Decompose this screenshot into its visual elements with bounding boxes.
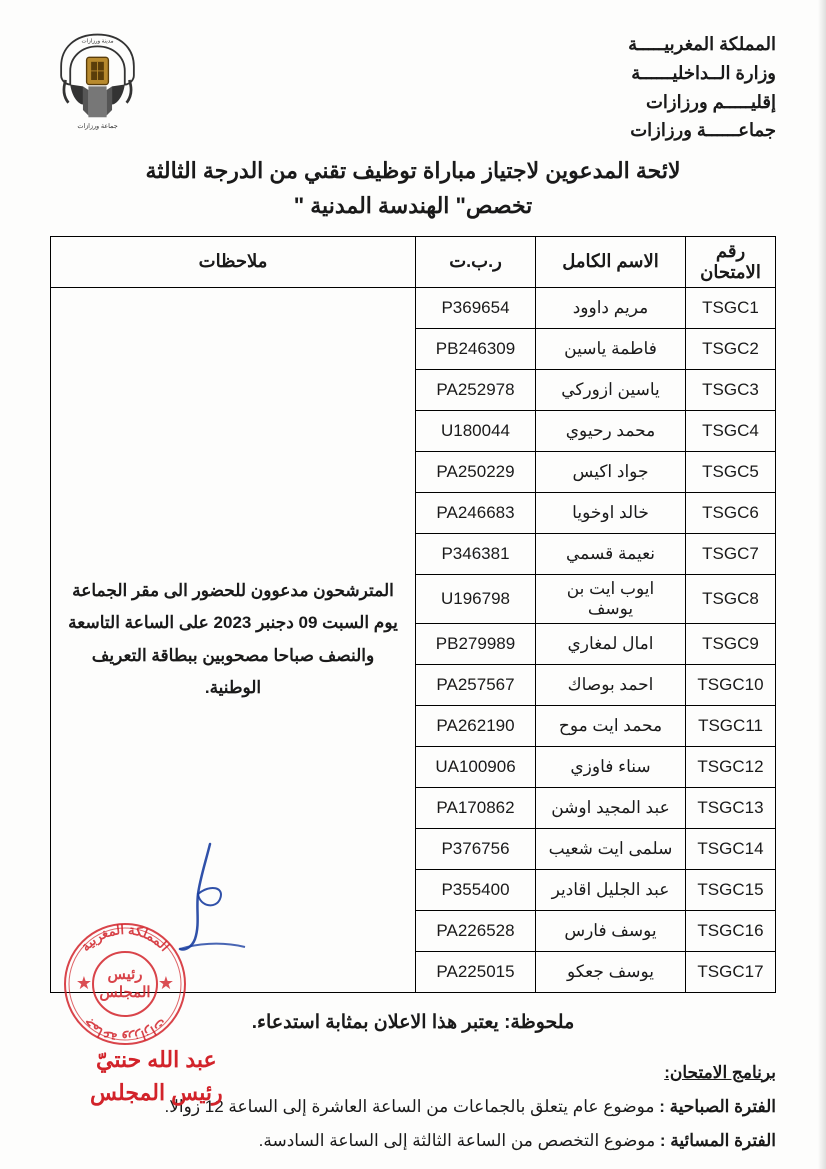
cell-full-name: امال لمغاري [536, 623, 686, 664]
cell-id-card: PA226528 [416, 910, 536, 951]
cell-full-name: ايوب ايت بن يوسف [536, 574, 686, 623]
cell-full-name: عبد المجيد اوشن [536, 787, 686, 828]
logo-top-text: مدينة ورزازات [82, 39, 114, 45]
cell-id-card: P369654 [416, 287, 536, 328]
title-line: تخصص" الهندسة المدنية " [50, 188, 776, 223]
issuer-line: جماعــــــة ورزازات [628, 116, 776, 145]
cell-full-name: يوسف جعكو [536, 951, 686, 992]
program-morning-label: الفترة الصباحية : [659, 1097, 776, 1116]
cell-exam-no: TSGC4 [686, 410, 776, 451]
cell-exam-no: TSGC12 [686, 746, 776, 787]
cell-exam-no: TSGC11 [686, 705, 776, 746]
cell-exam-no: TSGC6 [686, 492, 776, 533]
notice-text: يعتبر هذا الاعلان بمثابة استدعاء. [252, 1012, 499, 1033]
table-row: TSGC1مريم داوودP369654المترشحون مدعوون ل… [51, 287, 776, 328]
cell-full-name: سلمى ايت شعيب [536, 828, 686, 869]
cell-full-name: فاطمة ياسين [536, 328, 686, 369]
table-header-row: رقم الامتحان الاسم الكامل ر.ب.ت ملاحظات [51, 236, 776, 287]
issuer-block: المملكة المغربيـــــة وزارة الــداخليـــ… [628, 30, 776, 145]
cell-exam-no: TSGC2 [686, 328, 776, 369]
cell-full-name: نعيمة قسمي [536, 533, 686, 574]
svg-text:رئيس: رئيس [107, 966, 142, 983]
cell-exam-no: TSGC16 [686, 910, 776, 951]
cell-exam-no: TSGC10 [686, 664, 776, 705]
document-header: المملكة المغربيـــــة وزارة الــداخليـــ… [50, 30, 776, 145]
cell-id-card: PA246683 [416, 492, 536, 533]
cell-full-name: خالد اوخويا [536, 492, 686, 533]
cell-exam-no: TSGC17 [686, 951, 776, 992]
cell-full-name: سناء فاوزي [536, 746, 686, 787]
cell-exam-no: TSGC9 [686, 623, 776, 664]
cell-exam-no: TSGC14 [686, 828, 776, 869]
cell-id-card: PA262190 [416, 705, 536, 746]
cell-id-card: P376756 [416, 828, 536, 869]
logo-bottom-text: جماعة ورزازات [77, 123, 117, 130]
cell-id-card: PB279989 [416, 623, 536, 664]
cell-exam-no: TSGC15 [686, 869, 776, 910]
cell-full-name: عبد الجليل اقادير [536, 869, 686, 910]
program-evening-label: الفترة المسائية : [660, 1131, 776, 1150]
cell-exam-no: TSGC1 [686, 287, 776, 328]
title-line: لائحة المدعوين لاجتياز مباراة توظيف تقني… [50, 153, 776, 188]
cell-exam-no: TSGC3 [686, 369, 776, 410]
svg-text:★: ★ [158, 973, 174, 993]
signatory-role: رئيس المجلس [90, 1076, 223, 1109]
signatory-name: عبد الله حنتيّ [90, 1043, 223, 1076]
cell-id-card: PA250229 [416, 451, 536, 492]
cell-id-card: P355400 [416, 869, 536, 910]
cell-id-card: U180044 [416, 410, 536, 451]
col-header-name: الاسم الكامل [536, 236, 686, 287]
cell-exam-no: TSGC13 [686, 787, 776, 828]
cell-id-card: PB246309 [416, 328, 536, 369]
cell-id-card: U196798 [416, 574, 536, 623]
cell-full-name: مريم داوود [536, 287, 686, 328]
cell-full-name: محمد رحيوي [536, 410, 686, 451]
notice-label: ملحوظة: [504, 1012, 574, 1033]
col-header-notes: ملاحظات [51, 236, 416, 287]
pen-signature-icon [150, 839, 270, 959]
issuer-line: المملكة المغربيـــــة [628, 30, 776, 59]
program-morning-text: موضوع عام يتعلق بالجماعات من الساعة العا… [164, 1097, 654, 1116]
issuer-line: إقليـــــم ورزازات [628, 88, 776, 117]
cell-full-name: احمد بوصاك [536, 664, 686, 705]
program-evening-text: موضوع التخصص من الساعة الثالثة إلى الساع… [259, 1131, 656, 1150]
cell-full-name: ياسين ازوركي [536, 369, 686, 410]
cell-full-name: يوسف فارس [536, 910, 686, 951]
cell-id-card: PA257567 [416, 664, 536, 705]
col-header-id: ر.ب.ت [416, 236, 536, 287]
cell-full-name: محمد ايت موح [536, 705, 686, 746]
svg-text:المجلس: المجلس [99, 984, 150, 1001]
cell-full-name: جواد اكيس [536, 451, 686, 492]
cell-exam-no: TSGC7 [686, 533, 776, 574]
cell-id-card: P346381 [416, 533, 536, 574]
cell-id-card: PA252978 [416, 369, 536, 410]
cell-exam-no: TSGC5 [686, 451, 776, 492]
cell-id-card: UA100906 [416, 746, 536, 787]
document-page: المملكة المغربيـــــة وزارة الــداخليـــ… [0, 0, 826, 1169]
issuer-line: وزارة الــداخليــــــة [628, 59, 776, 88]
document-title: لائحة المدعوين لاجتياز مباراة توظيف تقني… [50, 153, 776, 223]
signatory-block: عبد الله حنتيّ رئيس المجلس [90, 1043, 223, 1109]
col-header-exam: رقم الامتحان [686, 236, 776, 287]
scan-shadow [818, 0, 826, 1169]
cell-id-card: PA170862 [416, 787, 536, 828]
svg-text:★: ★ [76, 973, 92, 993]
municipality-logo-icon: مدينة ورزازات جماعة ورزازات [50, 30, 145, 130]
cell-id-card: PA225015 [416, 951, 536, 992]
program-evening: الفترة المسائية : موضوع التخصص من الساعة… [50, 1124, 776, 1158]
cell-exam-no: TSGC8 [686, 574, 776, 623]
